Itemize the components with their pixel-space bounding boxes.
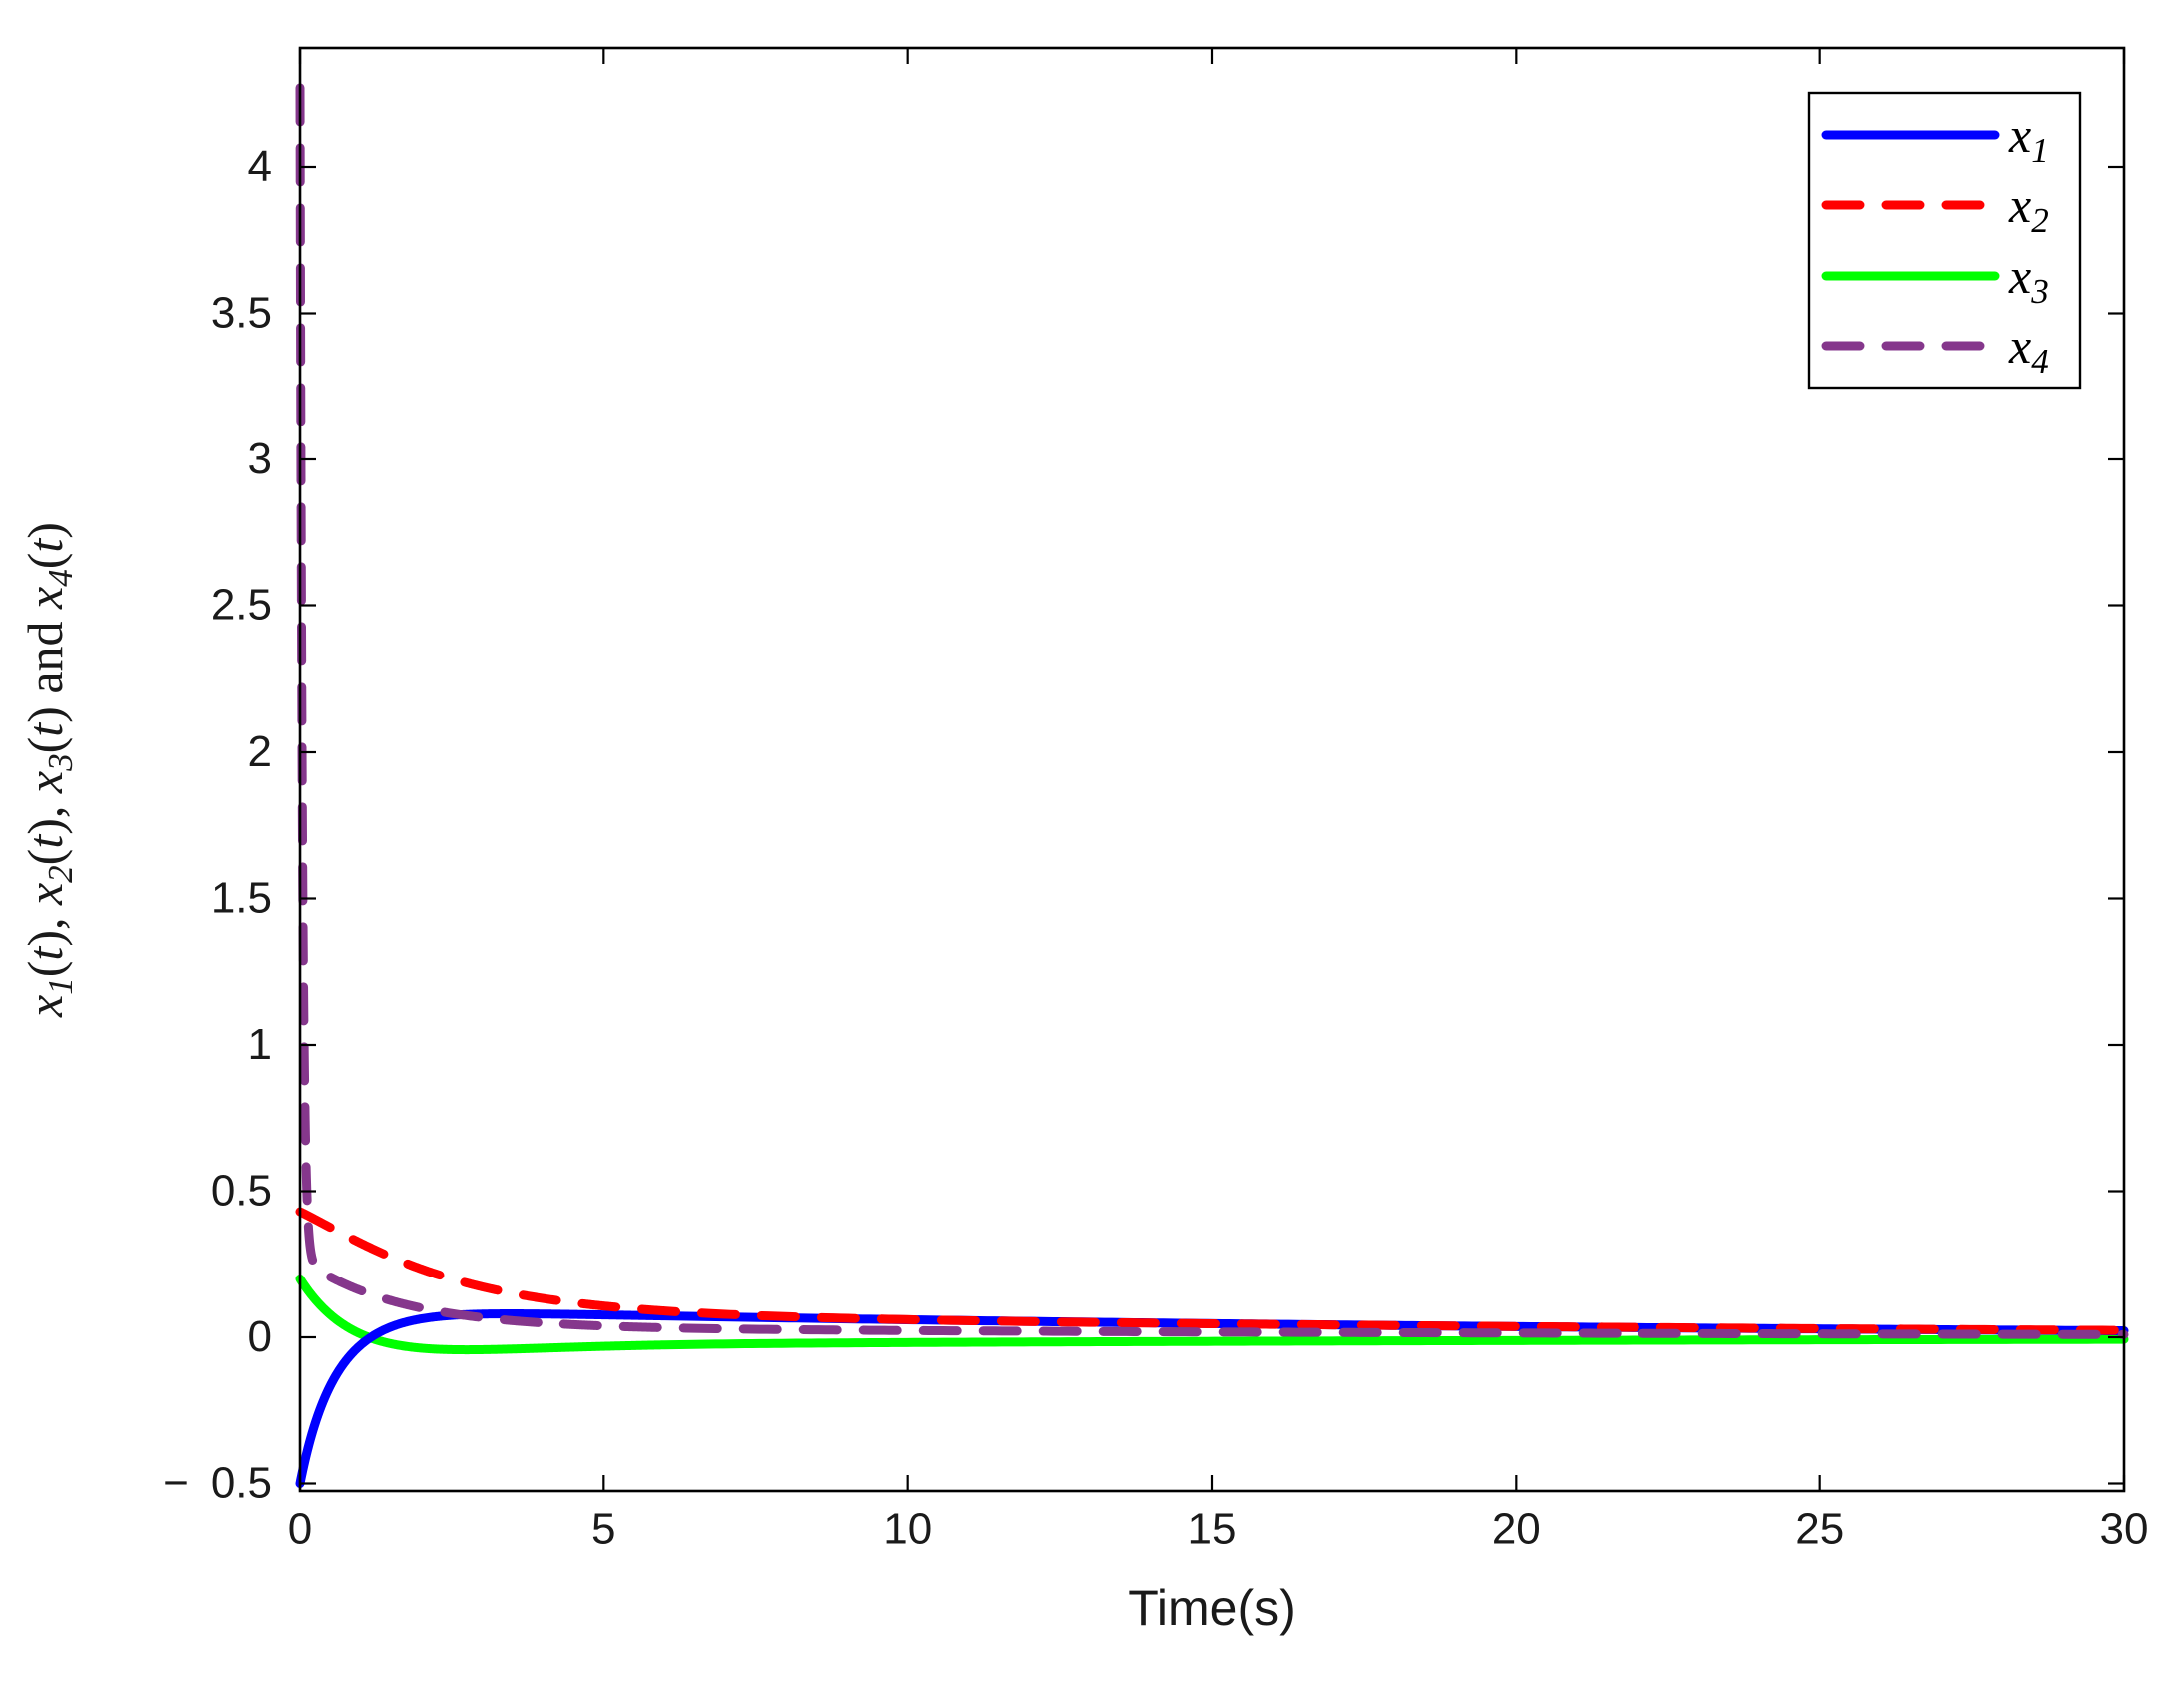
- svg-text:10: 10: [883, 1504, 932, 1553]
- svg-text:0.5: 0.5: [211, 1167, 272, 1216]
- svg-text:− 0.5: − 0.5: [163, 1459, 272, 1508]
- svg-text:Time(s): Time(s): [1128, 1580, 1296, 1636]
- svg-text:4: 4: [248, 142, 272, 191]
- svg-text:2.5: 2.5: [211, 581, 272, 630]
- svg-text:1.5: 1.5: [211, 874, 272, 923]
- svg-text:3.5: 3.5: [211, 289, 272, 338]
- svg-text:25: 25: [1795, 1504, 1844, 1553]
- svg-text:15: 15: [1188, 1504, 1237, 1553]
- svg-text:2: 2: [248, 727, 272, 776]
- svg-text:5: 5: [591, 1504, 615, 1553]
- svg-text:3: 3: [248, 434, 272, 483]
- svg-text:20: 20: [1492, 1504, 1541, 1553]
- svg-text:1: 1: [248, 1020, 272, 1069]
- svg-text:0: 0: [248, 1312, 272, 1361]
- svg-text:30: 30: [2100, 1504, 2149, 1553]
- svg-text:0: 0: [288, 1504, 312, 1553]
